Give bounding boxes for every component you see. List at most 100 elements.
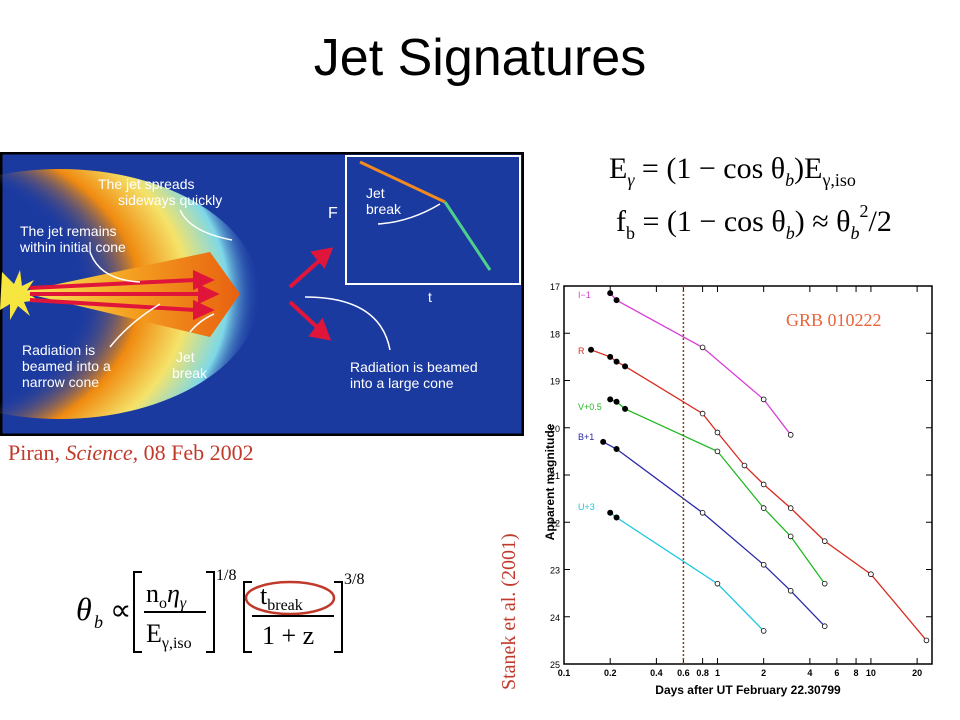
x-axis-label: Days after UT February 22.30799	[655, 683, 841, 697]
x-tick-label: 0.2	[604, 668, 617, 678]
data-point	[821, 580, 828, 587]
data-point	[622, 405, 629, 412]
svg-text:3/8: 3/8	[344, 571, 364, 588]
data-point	[607, 396, 614, 403]
data-point	[613, 514, 620, 521]
y-tick-label: 19	[550, 377, 560, 387]
y-tick-label: 25	[550, 660, 560, 670]
data-point	[613, 398, 620, 405]
x-tick-label: 0.6	[677, 668, 690, 678]
svg-text:tbreak: tbreak	[260, 581, 303, 614]
svg-text:narrow cone: narrow cone	[22, 374, 99, 390]
svg-text:break: break	[366, 201, 402, 217]
x-tick-label: 1	[715, 668, 720, 678]
y-tick-label: 21	[550, 471, 560, 481]
data-point	[787, 587, 794, 594]
band-label: V+0.5	[578, 402, 602, 412]
data-point	[760, 396, 767, 403]
data-point	[622, 363, 629, 370]
x-tick-label: 6	[834, 668, 839, 678]
data-point	[613, 297, 620, 304]
equation-beaming-fraction: fb = (1 − cos θb) ≈ θb2/2	[616, 201, 892, 243]
band-label: B+1	[578, 432, 594, 442]
data-point	[760, 561, 767, 568]
svg-text:into a large cone: into a large cone	[350, 375, 454, 391]
sun-icon	[0, 270, 38, 320]
data-point	[714, 448, 721, 455]
y-tick-label: 22	[550, 518, 560, 528]
band-label: U+3	[578, 502, 595, 512]
x-tick-label: 20	[912, 668, 922, 678]
svg-text:sideways quickly: sideways quickly	[118, 192, 222, 208]
data-point	[714, 580, 721, 587]
y-tick-label: 20	[550, 424, 560, 434]
data-point	[607, 353, 614, 360]
label-jet-break: Jet	[176, 349, 195, 365]
data-point	[699, 344, 706, 351]
y-tick-label: 17	[550, 282, 560, 292]
inset-flux-label: F	[328, 205, 338, 222]
slide-title: Jet Signatures	[313, 29, 647, 87]
x-tick-label: 2	[761, 668, 766, 678]
equation-opening-angle: θ b ∝ noηγ Eγ,iso 1/8 tbreak 1 + z 3/8	[76, 567, 364, 653]
svg-text:noηγ: noηγ	[146, 579, 187, 612]
y-tick-label: 18	[550, 329, 560, 339]
data-point	[699, 510, 706, 516]
inset-time-label: t	[428, 289, 432, 305]
label-radiation-narrow: Radiation is	[22, 342, 95, 358]
x-tick-label: 0.8	[696, 668, 709, 678]
data-point	[613, 446, 620, 453]
label-radiation-large: Radiation is beamed	[350, 359, 478, 375]
svg-text:beamed into a: beamed into a	[22, 358, 111, 374]
graph-attribution: Stanek et al. (2001)	[498, 533, 520, 690]
light-curve-4	[609, 512, 765, 632]
y-axis-label: Apparent magnitude	[543, 423, 557, 540]
svg-text:b: b	[94, 612, 103, 632]
data-point	[760, 628, 767, 634]
y-tick-label: 23	[550, 566, 560, 576]
data-point	[787, 432, 794, 438]
data-point	[741, 462, 748, 469]
equation-energy: Eγ = (1 − cos θb)Eγ,iso	[609, 152, 856, 190]
plot-frame	[563, 285, 933, 665]
data-point	[613, 358, 620, 365]
data-point	[787, 505, 794, 511]
label-jet-remains: The jet remains	[20, 223, 116, 239]
svg-text:break: break	[172, 365, 208, 381]
grb-label: GRB 010222	[786, 310, 882, 330]
illustration-credit: Piran, Science, 08 Feb 2002	[8, 440, 254, 465]
data-point	[787, 533, 794, 540]
x-tick-label: 8	[854, 668, 859, 678]
data-point	[821, 538, 828, 544]
svg-text:Eγ,iso: Eγ,iso	[146, 619, 192, 652]
data-point	[588, 346, 595, 353]
data-point	[607, 509, 614, 516]
x-tick-label: 0.1	[558, 668, 571, 678]
data-point	[714, 429, 721, 436]
svg-text:∝: ∝	[110, 594, 131, 627]
label-jet-spreads: The jet spreads	[98, 176, 195, 192]
data-point	[607, 290, 614, 297]
svg-text:Eγ = (1 − cos θb)Eγ,iso: Eγ = (1 − cos θb)Eγ,iso	[609, 152, 856, 190]
data-point	[760, 481, 767, 488]
band-label: I−1	[578, 290, 591, 300]
svg-text:within initial cone: within initial cone	[19, 239, 126, 255]
data-point	[760, 505, 767, 511]
data-point	[600, 438, 607, 445]
data-point	[923, 637, 930, 644]
inset-jet-break-label: Jet	[366, 185, 385, 201]
y-tick-label: 24	[550, 613, 560, 623]
jet-illustration: The jet spreads sideways quickly The jet…	[0, 152, 524, 436]
x-tick-label: 10	[866, 668, 876, 678]
x-tick-label: 0.4	[650, 668, 663, 678]
data-point	[868, 571, 874, 578]
svg-text:fb = (1 − cos θb) ≈ θb2/2: fb = (1 − cos θb) ≈ θb2/2	[616, 201, 892, 243]
break-time-highlight	[244, 580, 336, 616]
svg-text:θ: θ	[76, 591, 92, 627]
data-point	[699, 410, 706, 417]
svg-text:1 + z: 1 + z	[262, 621, 314, 650]
data-point	[821, 623, 828, 630]
svg-text:1/8: 1/8	[216, 567, 236, 584]
x-tick-label: 4	[807, 668, 812, 678]
